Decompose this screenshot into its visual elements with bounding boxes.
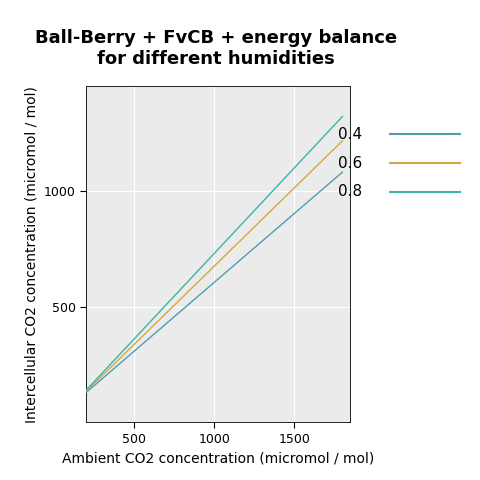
X-axis label: Ambient CO2 concentration (micromol / mol): Ambient CO2 concentration (micromol / mo… bbox=[62, 451, 374, 466]
Text: 0.8: 0.8 bbox=[338, 184, 362, 200]
Text: 0.4: 0.4 bbox=[338, 127, 362, 142]
Text: 0.6: 0.6 bbox=[338, 156, 362, 171]
Text: Ball-Berry + FvCB + energy balance
for different humidities: Ball-Berry + FvCB + energy balance for d… bbox=[35, 29, 397, 68]
Y-axis label: Intercellular CO2 concentration (micromol / mol): Intercellular CO2 concentration (micromo… bbox=[24, 86, 38, 423]
